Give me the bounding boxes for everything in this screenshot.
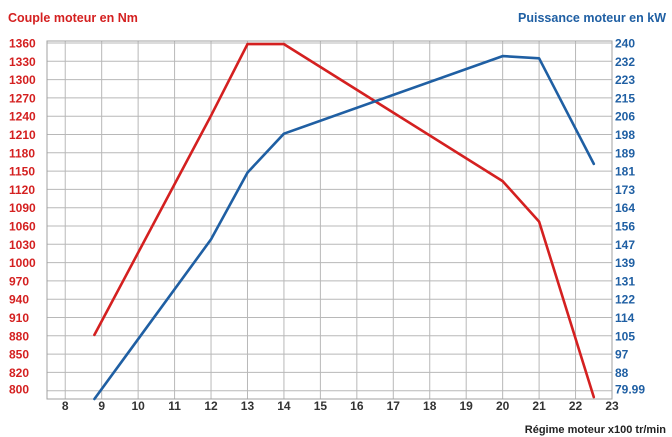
left-tick-label: 1300 bbox=[9, 73, 36, 87]
right-axis-title: Puissance moteur en kW bbox=[518, 11, 666, 25]
right-tick-label: 139 bbox=[615, 256, 635, 270]
left-tick-label: 1240 bbox=[9, 110, 36, 124]
left-tick-label: 850 bbox=[9, 348, 29, 362]
right-tick-label: 97 bbox=[615, 348, 629, 362]
chart-grid bbox=[46, 40, 613, 400]
left-tick-label: 1120 bbox=[9, 183, 35, 197]
right-tick-label: 147 bbox=[615, 238, 635, 252]
right-tick-label: 189 bbox=[615, 146, 635, 160]
left-tick-label: 1270 bbox=[9, 91, 36, 105]
x-tick-label: 20 bbox=[496, 399, 510, 413]
right-tick-label: 156 bbox=[615, 220, 635, 234]
right-tick-label: 198 bbox=[615, 128, 635, 142]
chart-series bbox=[93, 42, 596, 401]
x-tick-label: 15 bbox=[314, 399, 328, 413]
left-tick-label: 970 bbox=[9, 274, 29, 288]
right-tick-label: 223 bbox=[615, 73, 635, 87]
left-axis-ticks: 1360 1330 1300 1270 1240 1210 1180 1150 1120 1090… bbox=[9, 37, 36, 397]
right-tick-label: 232 bbox=[615, 55, 635, 69]
left-tick-label: 820 bbox=[9, 366, 29, 380]
power-series-line bbox=[93, 54, 596, 401]
right-axis-ticks: 240 232 223 215 206 198 189 181 173 164 156 147 139 1… bbox=[615, 37, 645, 397]
x-tick-label: 17 bbox=[387, 399, 401, 413]
x-tick-label: 14 bbox=[277, 399, 291, 413]
torque-series-line bbox=[93, 42, 596, 399]
left-tick-label: 880 bbox=[9, 329, 29, 343]
left-axis-title: Couple moteur en Nm bbox=[8, 11, 138, 25]
x-tick-label: 16 bbox=[350, 399, 364, 413]
x-tick-label: 19 bbox=[460, 399, 474, 413]
right-tick-label: 122 bbox=[615, 293, 635, 307]
left-tick-label: 1060 bbox=[9, 220, 36, 234]
left-tick-label: 1000 bbox=[9, 256, 36, 270]
left-tick-label: 1210 bbox=[9, 128, 36, 142]
left-tick-label: 1090 bbox=[9, 201, 36, 215]
left-tick-label: 1180 bbox=[9, 146, 35, 160]
x-axis-ticks: 8 9 10 11 12 13 14 15 16 17 18 19 20 21 22 23 bbox=[62, 399, 619, 413]
left-tick-label: 800 bbox=[9, 383, 29, 397]
left-tick-label: 940 bbox=[9, 293, 29, 307]
left-tick-label: 1360 bbox=[9, 37, 36, 51]
x-tick-label: 22 bbox=[569, 399, 583, 413]
x-tick-label: 10 bbox=[131, 399, 145, 413]
x-tick-label: 18 bbox=[423, 399, 437, 413]
right-tick-label: 105 bbox=[615, 329, 635, 343]
x-axis-title: Régime moteur x100 tr/min bbox=[525, 424, 666, 436]
x-tick-label: 21 bbox=[532, 399, 546, 413]
right-tick-label: 79.99 bbox=[615, 383, 645, 397]
right-tick-label: 181 bbox=[615, 165, 635, 179]
left-tick-label: 1330 bbox=[9, 55, 36, 69]
right-tick-label: 114 bbox=[615, 311, 635, 325]
x-tick-label: 23 bbox=[605, 399, 619, 413]
plot-border bbox=[46, 40, 613, 400]
right-tick-label: 215 bbox=[615, 91, 635, 105]
right-tick-label: 131 bbox=[615, 274, 635, 288]
right-tick-label: 206 bbox=[615, 110, 635, 124]
x-tick-label: 9 bbox=[98, 399, 105, 413]
right-tick-label: 240 bbox=[615, 37, 635, 51]
right-tick-label: 164 bbox=[615, 201, 635, 215]
x-tick-label: 8 bbox=[62, 399, 69, 413]
left-tick-label: 1150 bbox=[9, 165, 35, 179]
left-tick-label: 910 bbox=[9, 311, 29, 325]
right-tick-label: 173 bbox=[615, 183, 635, 197]
right-tick-label: 88 bbox=[615, 366, 629, 380]
x-tick-label: 11 bbox=[168, 399, 181, 413]
left-tick-label: 1030 bbox=[9, 238, 36, 252]
x-tick-label: 12 bbox=[204, 399, 218, 413]
x-tick-label: 13 bbox=[241, 399, 255, 413]
